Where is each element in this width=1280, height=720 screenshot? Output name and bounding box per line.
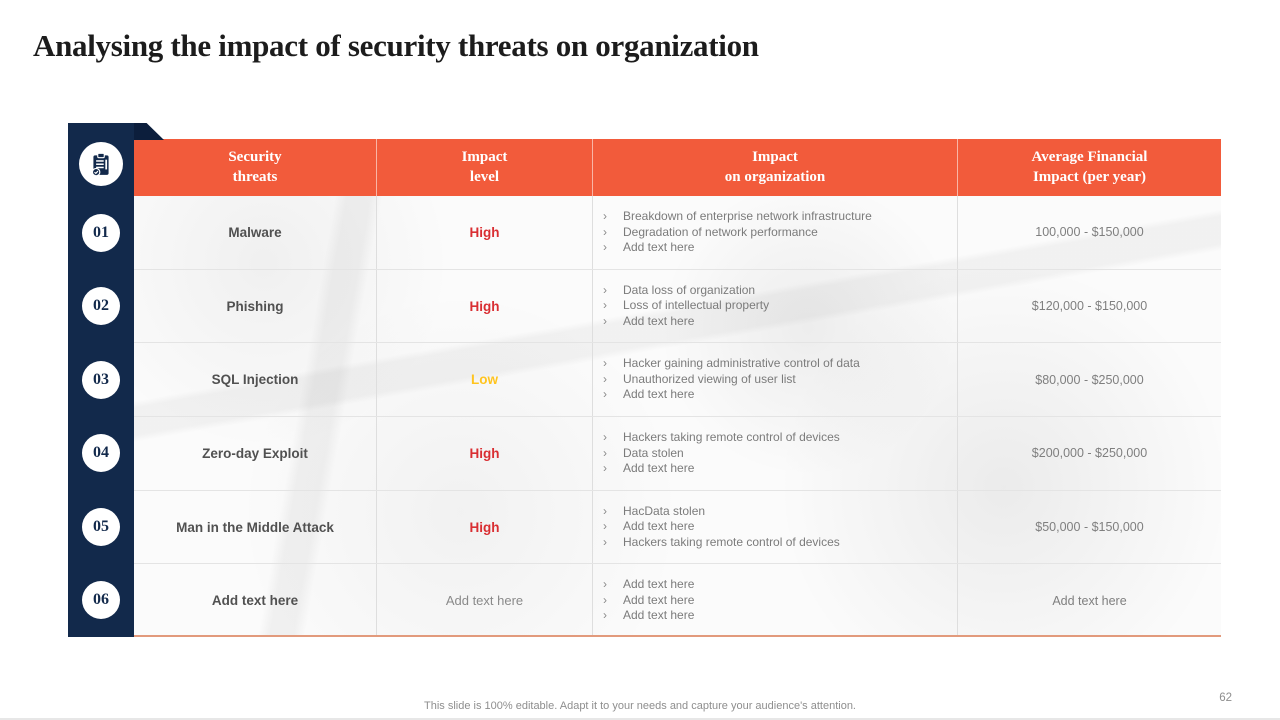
threat-name: Man in the Middle Attack [176,519,334,535]
clipboard-checklist-icon [79,141,123,186]
table-header-row: Security threats Impact level Impact on … [134,139,1221,196]
bullet-icon: › [603,356,607,371]
threat-name: Malware [228,224,282,240]
impact-level-badge: Low [471,372,498,388]
row-number-badge: 01 [82,213,120,252]
bullet-icon: › [603,577,607,592]
impact-item: › Degradation of network performance [603,224,818,239]
impact-item: › Add text here [603,461,695,476]
bullet-icon: › [603,445,607,460]
column-header-security-threats: Security threats [134,139,377,196]
bullet-icon: › [603,209,607,224]
bullet-icon: › [603,387,607,402]
bullet-icon: › [603,534,607,549]
impact-item: › Add text here [603,240,695,255]
impact-item: › Breakdown of enterprise network infrast… [603,209,872,224]
bullet-icon: › [603,608,607,623]
impact-item: › Hacker gaining administrative control o… [603,356,860,371]
table-content: Security threats Impact level Impact on … [134,139,1221,637]
impact-level-badge: High [469,224,500,240]
impact-item: › Add text here [603,592,695,607]
financial-impact-value: $80,000 - $250,000 [1035,372,1144,387]
impact-item: › Add text here [603,577,695,592]
impact-list: › Hacker gaining administrative control o… [593,356,957,403]
security-threats-table: 01 02 03 04 05 06 Security threats Impac… [68,123,1221,637]
bullet-icon: › [603,592,607,607]
page-title: Analysing the impact of security threats… [33,28,759,63]
bullet-icon: › [603,240,607,255]
bullet-icon: › [603,519,607,534]
table-bottom-accent-line [134,635,1221,637]
impact-item: › Hackers taking remote control of device… [603,430,840,445]
bullet-icon: › [603,371,607,386]
threat-name: Phishing [226,298,284,314]
row-number-badge: 03 [82,360,120,399]
table-row-phishing: Phishing High › Data loss of organization… [134,268,1221,343]
financial-impact-value: $50,000 - $150,000 [1035,520,1144,535]
impact-list: › Add text here › Add text here › Add text … [593,577,957,624]
impact-level-badge: Add text here [445,593,524,609]
row-number-badge: 06 [82,581,120,620]
column-header-average-financial-impact: Average Financial Impact (per year) [958,139,1221,196]
impact-item: › Loss of intellectual property [603,298,770,313]
impact-item: › HacData stolen [603,503,706,518]
bullet-icon: › [603,313,607,328]
impact-level-badge: High [469,298,500,314]
column-header-impact-on-organization: Impact on organization [593,139,958,196]
impact-item: › Hackers taking remote control of device… [603,534,840,549]
page-number: 62 [1219,692,1232,704]
table-row-man-in-the-middle: Man in the Middle Attack High › HacData s… [134,489,1221,564]
threat-name: Add text here [211,593,299,609]
impact-level-badge: High [469,445,500,461]
table-row-malware: Malware High › Breakdown of enterprise ne… [134,196,1221,269]
table-row-placeholder: Add text here Add text here › Add text he… [134,563,1221,637]
row-number-badge: 02 [82,287,120,326]
bullet-icon: › [603,503,607,518]
financial-impact-value: $120,000 - $150,000 [1031,299,1148,313]
impact-item: › Add text here [603,387,695,402]
impact-list: › Data loss of organization › Loss of inte… [593,283,957,330]
impact-item: › Data loss of organization [603,282,756,297]
sidebar-fold [134,123,164,140]
bullet-icon: › [603,430,607,445]
threat-name: Zero-day Exploit [202,445,308,461]
table-row-sql-injection: SQL Injection Low › Hacker gaining admini… [134,342,1221,417]
financial-impact-value: $200,000 - $250,000 [1031,446,1148,461]
impact-item: › Unauthorized viewing of user list [603,371,796,386]
financial-impact-value: 100,000 - $150,000 [1035,225,1144,240]
bullet-icon: › [603,282,607,297]
impact-list: › Hackers taking remote control of device… [593,430,957,477]
impact-level-badge: High [469,519,500,535]
table-row-zero-day-exploit: Zero-day Exploit High › Hackers taking re… [134,416,1221,490]
column-header-impact-level: Impact level [377,139,593,196]
table-body: Malware High › Breakdown of enterprise ne… [134,196,1221,637]
row-number-badge: 04 [82,434,120,473]
impact-list: › Breakdown of enterprise network infrast… [593,209,957,256]
impact-list: › HacData stolen › Add text here › Hackers … [593,504,957,551]
table-sidebar: 01 02 03 04 05 06 [68,123,134,637]
bullet-icon: › [603,461,607,476]
threat-name: SQL Injection [211,372,299,388]
bullet-icon: › [603,224,607,239]
bullet-icon: › [603,298,607,313]
footer-note: This slide is 100% editable. Adapt it to… [424,700,856,712]
impact-item: › Add text here [603,608,695,623]
impact-item: › Add text here [603,313,695,328]
financial-impact-value: Add text here [1052,593,1127,608]
row-number-badge: 05 [82,507,120,546]
impact-item: › Data stolen [603,445,684,460]
impact-item: › Add text here [603,519,695,534]
